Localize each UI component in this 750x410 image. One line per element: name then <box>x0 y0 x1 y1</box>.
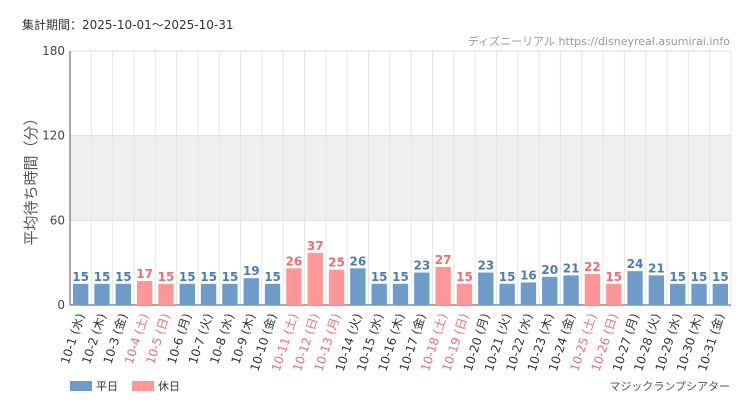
bar <box>286 268 302 305</box>
y-tick-label: 60 <box>50 213 65 227</box>
bar <box>435 266 451 305</box>
bar <box>712 283 729 305</box>
bar <box>499 283 515 305</box>
bar <box>222 283 238 305</box>
bar-value-label: 15 <box>94 270 111 284</box>
bar <box>627 271 643 305</box>
legend-swatch-weekday <box>70 381 92 391</box>
y-tick-label: 180 <box>42 44 65 58</box>
bar <box>392 283 409 305</box>
legend-item-weekday: 平日 <box>70 378 118 394</box>
period-label: 集計期間：2025-10-01〜2025-10-31 <box>22 18 234 32</box>
bar-value-label: 22 <box>584 260 601 274</box>
bar-value-label: 15 <box>200 270 217 284</box>
bar-value-label: 20 <box>541 263 558 277</box>
bar-value-label: 26 <box>350 254 367 268</box>
bar-value-label: 15 <box>179 270 196 284</box>
bar-value-label: 21 <box>648 261 665 275</box>
bar <box>350 268 366 305</box>
bar <box>115 283 131 305</box>
bar-value-label: 15 <box>669 270 686 284</box>
bar <box>606 283 622 305</box>
bar <box>520 282 537 305</box>
bar-value-label: 23 <box>413 259 430 273</box>
bar <box>243 278 259 305</box>
bar <box>691 283 707 305</box>
bar <box>328 269 345 305</box>
bar <box>94 283 110 305</box>
attraction-name: マジックランプシアター <box>609 380 730 393</box>
bar <box>670 283 686 305</box>
bar-value-label: 15 <box>712 270 729 284</box>
bar-value-label: 17 <box>136 267 153 281</box>
bar <box>136 281 153 305</box>
bar-value-label: 15 <box>371 270 388 284</box>
bar-value-label: 15 <box>499 270 516 284</box>
bar-value-label: 19 <box>243 264 260 278</box>
legend-swatch-holiday <box>132 381 154 391</box>
bar-value-label: 26 <box>286 254 303 268</box>
y-tick-label: 120 <box>42 129 65 143</box>
bar <box>200 283 217 305</box>
legend-label-weekday: 平日 <box>96 380 118 393</box>
bar <box>478 272 494 305</box>
bar <box>158 283 174 305</box>
bar <box>456 283 473 305</box>
bar-value-label: 15 <box>222 270 239 284</box>
bar-value-label: 15 <box>691 270 708 284</box>
bar-value-label: 23 <box>477 259 494 273</box>
bar-value-label: 25 <box>328 256 345 270</box>
bar-value-label: 15 <box>605 270 622 284</box>
bar-value-label: 15 <box>158 270 175 284</box>
y-tick-label: 0 <box>57 298 65 312</box>
bar <box>648 275 665 305</box>
bar-value-label: 27 <box>435 253 452 267</box>
bar-value-label: 21 <box>563 261 580 275</box>
legend-label-holiday: 休日 <box>158 380 180 393</box>
bar <box>542 276 558 305</box>
bar <box>563 275 579 305</box>
bar-value-label: 37 <box>307 239 324 253</box>
bar-value-label: 15 <box>392 270 409 284</box>
bar <box>584 273 601 305</box>
bar-value-label: 15 <box>456 270 473 284</box>
bar <box>371 283 387 305</box>
bar <box>179 283 195 305</box>
bar <box>414 272 430 305</box>
bar-value-label: 16 <box>520 268 537 282</box>
bar-value-label: 24 <box>627 257 644 271</box>
bar <box>307 252 323 305</box>
bar <box>72 283 89 305</box>
bar <box>264 283 281 305</box>
source-credit: ディズニーリアル https://disneyreal.asumirai.inf… <box>467 35 730 48</box>
legend: 平日 休日 <box>70 378 194 394</box>
bar-value-label: 15 <box>72 270 89 284</box>
shaded-band <box>70 135 731 221</box>
y-axis-label: 平均待ち時間（分） <box>22 110 40 245</box>
legend-item-holiday: 休日 <box>132 378 180 394</box>
bar-value-label: 15 <box>115 270 132 284</box>
bar-value-label: 15 <box>264 270 281 284</box>
